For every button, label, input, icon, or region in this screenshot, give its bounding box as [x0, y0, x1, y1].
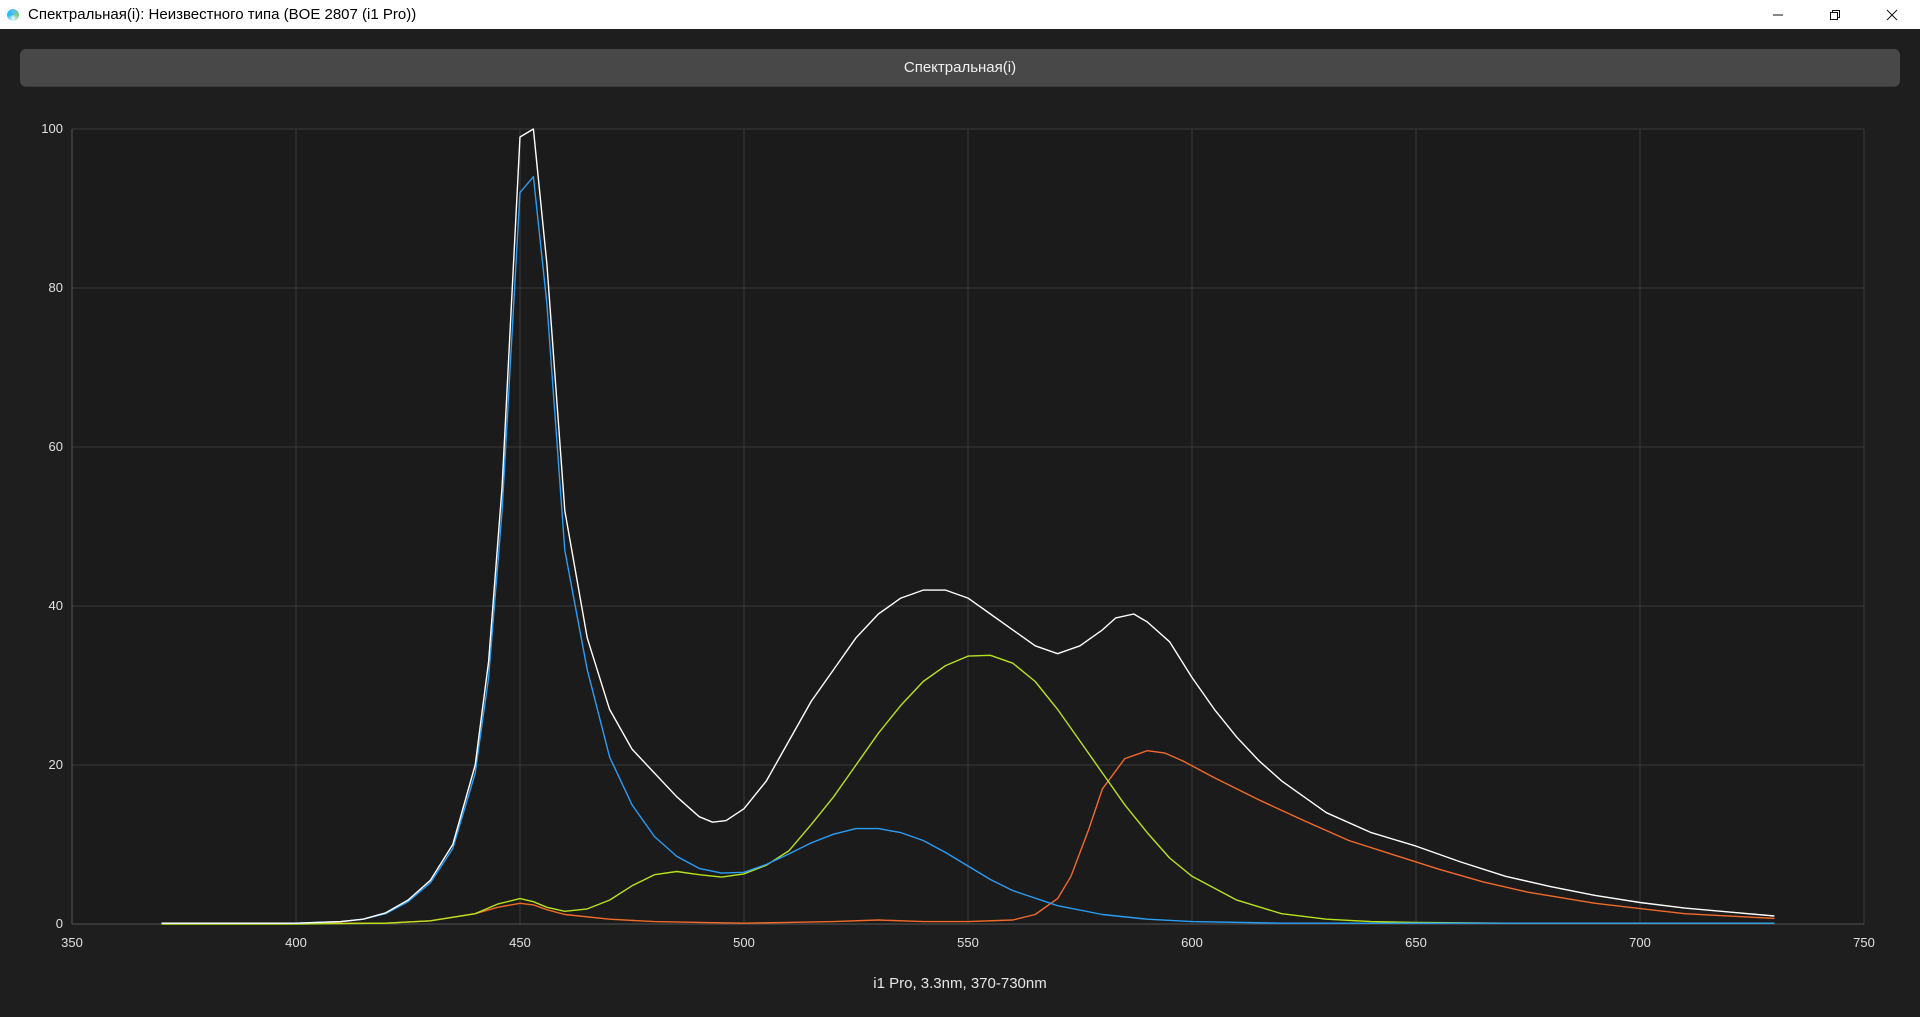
y-tick-label: 20	[49, 757, 63, 772]
spectral-chart: 350 400 450 500 550 600 650 700 750 0 20 40 60 80 100	[41, 121, 1875, 950]
y-tick-label: 60	[49, 439, 63, 454]
restore-icon	[1829, 9, 1840, 20]
series-line-red	[161, 750, 1775, 924]
x-tick-label: 500	[733, 935, 755, 950]
x-tick-label: 450	[509, 935, 531, 950]
x-tick-label: 750	[1853, 935, 1875, 950]
restore-button[interactable]	[1806, 0, 1863, 29]
window-titlebar: Спектральная(i): Неизвестного типа (BOE …	[0, 0, 1920, 29]
tab-spectral-label: Спектральная(i)	[903, 59, 1017, 76]
x-tick-label: 400	[285, 935, 307, 950]
y-tick-label: 80	[49, 280, 63, 295]
minimize-icon	[1772, 14, 1783, 15]
x-tick-label: 350	[61, 935, 83, 950]
series-line-blue	[161, 176, 1775, 924]
chart-caption: i1 Pro, 3.3nm, 370-730nm	[873, 975, 1047, 992]
y-tick-label: 40	[49, 598, 63, 613]
x-tick-label: 600	[1181, 935, 1203, 950]
x-tick-label: 550	[957, 935, 979, 950]
close-button[interactable]	[1863, 0, 1920, 29]
app-logo-icon	[5, 6, 21, 23]
minimize-button[interactable]	[1749, 0, 1806, 29]
series-line-green	[161, 654, 1775, 925]
tab-spectral[interactable]: Спектральная(i)	[20, 49, 1900, 87]
window-controls	[1749, 0, 1920, 29]
y-tick-label: 0	[56, 916, 63, 931]
x-tick-label: 650	[1405, 935, 1427, 950]
window-title: Спектральная(i): Неизвестного типа (BOE …	[28, 6, 417, 23]
close-icon	[1886, 9, 1897, 20]
series-line-total	[161, 128, 1775, 924]
y-tick-label: 100	[41, 121, 63, 136]
x-tick-label: 700	[1629, 935, 1651, 950]
